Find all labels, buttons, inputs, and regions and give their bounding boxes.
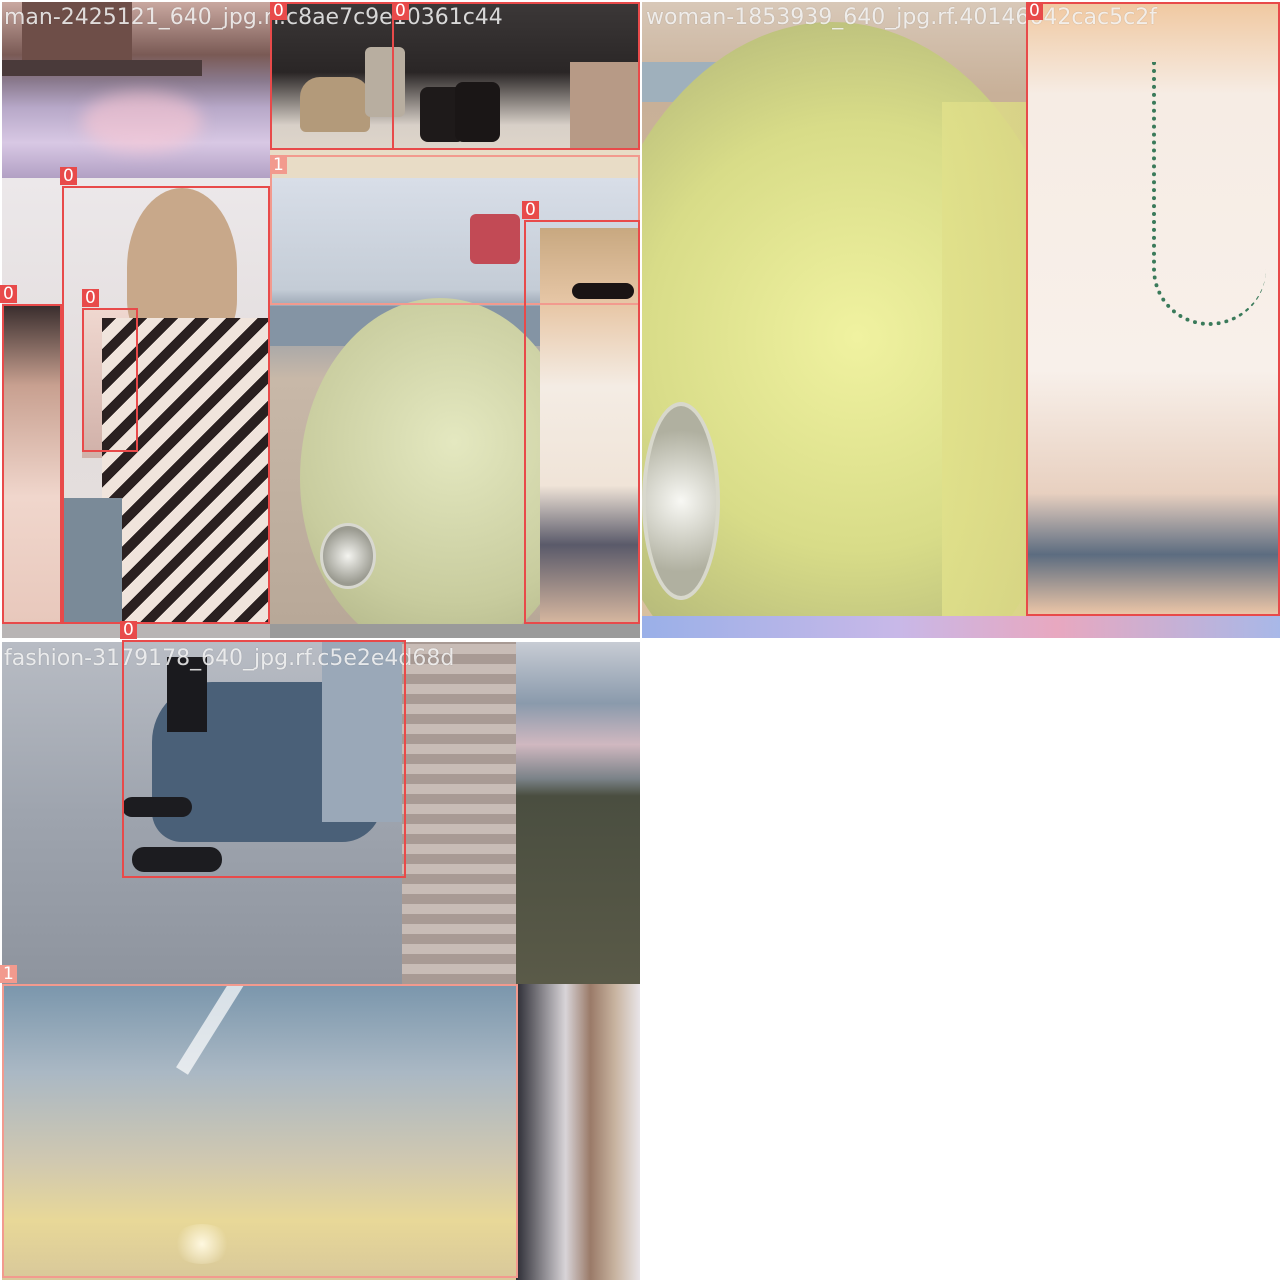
bag-shape [365,47,405,117]
sky-sunset-tile [2,984,516,1280]
bounding-box [1026,2,1280,616]
padding-strip [270,624,640,638]
woman-car-closeup-tile [642,2,1280,616]
headlight-icon [320,523,376,589]
sandal-shape [132,847,222,872]
lighthouse-shape [22,2,132,62]
headlight-icon-large [642,402,720,600]
bounding-box [122,640,406,878]
field-landscape-tile [516,642,640,984]
brick-wall [402,642,516,984]
sweater-shape [102,318,270,624]
class-label-tag: 0 [1026,2,1043,20]
class-label-tag: 1 [0,965,17,983]
bounding-box [2,304,62,624]
class-label-tag: 0 [270,2,287,20]
bounding-box [524,220,640,624]
street-fashion-tile [2,642,516,984]
crowd-tile [2,178,270,624]
boot-shape [300,77,370,132]
class-label-tag: 0 [60,167,77,185]
door-blur-tile [516,984,640,1280]
water-reflection [82,92,202,152]
class-label-tag: 1 [270,156,287,174]
bounding-box [392,2,640,150]
bounding-box [2,984,518,1278]
person-left [2,306,62,624]
cloth-shape [570,62,640,152]
class-label-tag: 0 [82,289,99,307]
sandal-shape-2 [122,797,192,817]
beetle-car-tile [270,178,640,624]
sunglasses-shape [572,283,634,299]
bounding-box [82,308,138,452]
grey-garment [62,498,122,624]
bounding-box [62,186,270,624]
class-label-tag: 0 [522,201,539,219]
boot-shape-2 [455,82,500,142]
bounding-box [270,2,394,150]
class-label-tag: 0 [0,285,17,303]
table-surface [270,150,640,178]
roof-luggage [470,214,520,264]
book-shape [167,657,207,732]
sun-shape [172,1224,232,1264]
class-label-tag: 0 [120,621,137,639]
necklace-shape [1152,62,1266,326]
harbor-tile [2,2,270,178]
class-label-tag: 0 [392,2,409,20]
bottom-band [642,616,1280,638]
pier-shape [2,60,202,76]
shirt-shape [322,642,402,822]
